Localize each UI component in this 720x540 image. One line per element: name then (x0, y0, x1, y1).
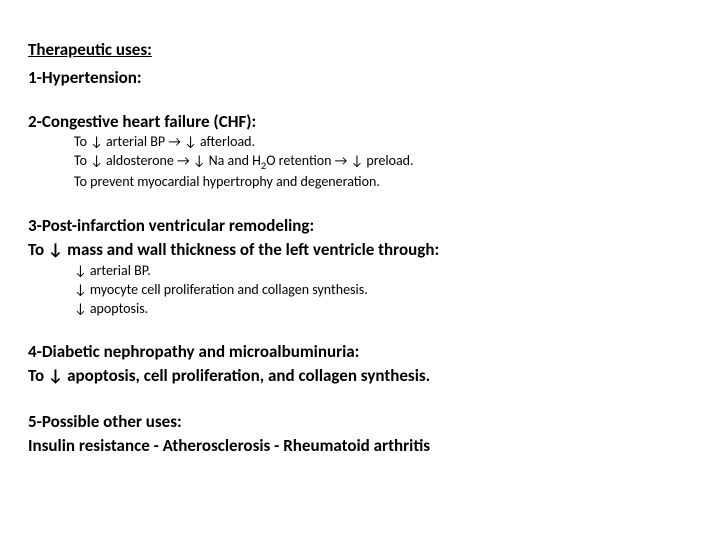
heading-therapeutic-uses: Therapeutic uses: (28, 38, 692, 62)
section-2-line-2: To ↓ aldosterone → ↓ Na and H2O retentio… (28, 152, 692, 173)
document-page: Therapeutic uses: 1-Hypertension: 2-Cong… (0, 0, 720, 458)
section-2-title: 2-Congestive heart failure (CHF): (28, 110, 692, 134)
section-1-title: 1-Hypertension: (28, 66, 692, 90)
section-4-title: 4-Diabetic nephropathy and microalbuminu… (28, 340, 692, 364)
section-3-title-1: 3-Post-infarction ventricular remodeling… (28, 214, 692, 238)
section-4-line: To ↓ apoptosis, cell proliferation, and … (28, 364, 692, 388)
section-2-line-2a: To ↓ aldosterone → ↓ Na and H (74, 152, 261, 169)
section-5-line: Insulin resistance - Atherosclerosis - R… (28, 434, 692, 458)
section-2-line-2c: O retention → ↓ preload. (266, 152, 413, 169)
section-3-line-3: ↓ apoptosis. (28, 300, 692, 319)
section-3-title-2: To ↓ mass and wall thickness of the left… (28, 238, 692, 262)
section-3-line-2: ↓ myocyte cell proliferation and collage… (28, 281, 692, 300)
section-2-line-1: To ↓ arterial BP → ↓ afterload. (28, 133, 692, 152)
section-5-title: 5-Possible other uses: (28, 410, 692, 434)
section-2-line-3: To prevent myocardial hypertrophy and de… (28, 173, 692, 192)
section-3-line-1: ↓ arterial BP. (28, 262, 692, 281)
